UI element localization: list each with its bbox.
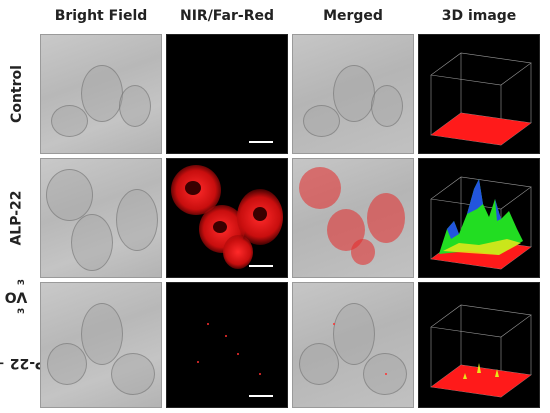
control-nir-image (166, 34, 288, 154)
column-header-3d-image: 3D image (441, 8, 517, 24)
scale-bar (249, 395, 273, 397)
scale-bar (249, 141, 273, 143)
row-label-control: Control (9, 65, 25, 123)
alp22-na3vo3-merged-image (292, 282, 414, 408)
alp22-na3vo3-nir-image (166, 282, 288, 408)
column-header-merged: Merged (323, 8, 383, 24)
control-merged-image (292, 34, 414, 154)
row-label-alp-22: ALP-22 (9, 190, 26, 246)
alp22-nir-image (166, 158, 288, 278)
control-3d-image (418, 34, 540, 154)
column-header-nir-far-red: NIR/Far-Red (179, 8, 275, 24)
control-bright-field-image (40, 34, 162, 154)
alp22-3d-image (418, 158, 540, 278)
alp22-na3vo3-bright-field-image (40, 282, 162, 408)
scale-bar (249, 265, 273, 267)
alp22-na3vo3-3d-image (418, 282, 540, 408)
alp22-merged-image (292, 158, 414, 278)
alp22-bright-field-image (40, 158, 162, 278)
column-header-bright-field: Bright Field (54, 8, 148, 24)
row-label-alp-22-na3vo3: ALP-22 + Na3VO3 (0, 278, 65, 371)
